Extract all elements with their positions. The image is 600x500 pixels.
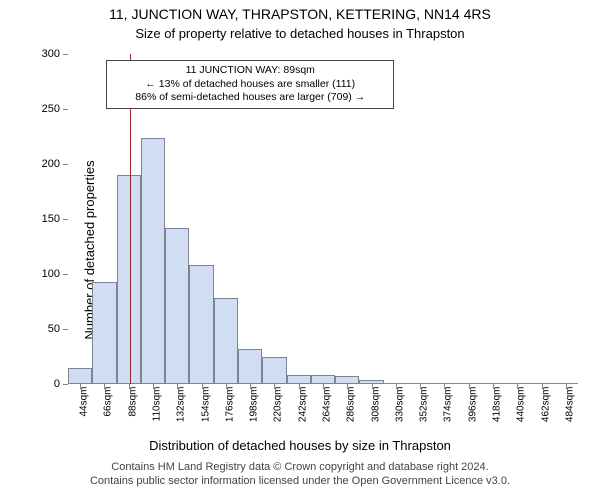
y-tick [63,109,68,110]
y-tick-label: 0 [28,378,60,390]
x-tick-label: 308sqm [370,387,381,423]
annotation-line: 86% of semi-detached houses are larger (… [113,91,387,105]
x-tick-label: 440sqm [516,387,527,423]
annotation-line: ← 13% of detached houses are smaller (11… [113,78,387,92]
annotation-line: 11 JUNCTION WAY: 89sqm [113,64,387,78]
histogram-bar [359,380,383,384]
x-tick-label: 462sqm [540,387,551,423]
histogram-bar [68,368,92,385]
y-tick-label: 200 [28,158,60,170]
histogram-bar [165,228,189,384]
y-tick [63,384,68,385]
footer-line-1: Contains HM Land Registry data © Crown c… [0,461,600,475]
y-tick [63,274,68,275]
y-tick [63,219,68,220]
x-tick-label: 44sqm [79,387,90,417]
y-tick [63,54,68,55]
histogram-plot: 05010015020025030044sqm66sqm88sqm110sqm1… [68,54,578,384]
histogram-bar [311,375,335,384]
y-tick-label: 300 [28,48,60,60]
x-tick-label: 396sqm [467,387,478,423]
y-tick-label: 100 [28,268,60,280]
histogram-bar [141,138,165,384]
x-tick-label: 374sqm [443,387,454,423]
histogram-bar [189,265,213,384]
y-tick [63,164,68,165]
x-tick-label: 132sqm [176,387,187,423]
footer-attribution: Contains HM Land Registry data © Crown c… [0,461,600,489]
histogram-bar [335,376,359,384]
histogram-bar [92,282,116,384]
histogram-bar [117,175,141,384]
x-tick-label: 286sqm [346,387,357,423]
y-tick-label: 150 [28,213,60,225]
histogram-bar [238,349,262,384]
y-tick [63,329,68,330]
page-title: 11, JUNCTION WAY, THRAPSTON, KETTERING, … [0,0,600,22]
x-tick-label: 242sqm [297,387,308,423]
x-tick-label: 220sqm [273,387,284,423]
x-tick-label: 484sqm [564,387,575,423]
x-tick-label: 176sqm [224,387,235,423]
x-tick-label: 198sqm [249,387,260,423]
footer-line-2: Contains public sector information licen… [0,475,600,489]
x-tick-label: 154sqm [200,387,211,423]
y-tick-label: 50 [28,323,60,335]
x-tick-label: 110sqm [152,387,163,422]
y-tick-label: 250 [28,103,60,115]
histogram-bar [214,298,238,384]
annotation-box: 11 JUNCTION WAY: 89sqm← 13% of detached … [106,60,394,109]
x-tick-label: 330sqm [394,387,405,423]
x-tick-label: 418sqm [492,387,503,423]
histogram-bar [262,357,286,385]
x-tick-label: 352sqm [419,387,430,423]
histogram-bar [287,375,311,384]
x-tick-label: 88sqm [127,387,138,417]
chart-subtitle: Size of property relative to detached ho… [0,22,600,41]
x-tick-label: 264sqm [322,387,333,423]
x-tick-label: 66sqm [103,387,114,417]
x-axis-label: Distribution of detached houses by size … [0,438,600,453]
